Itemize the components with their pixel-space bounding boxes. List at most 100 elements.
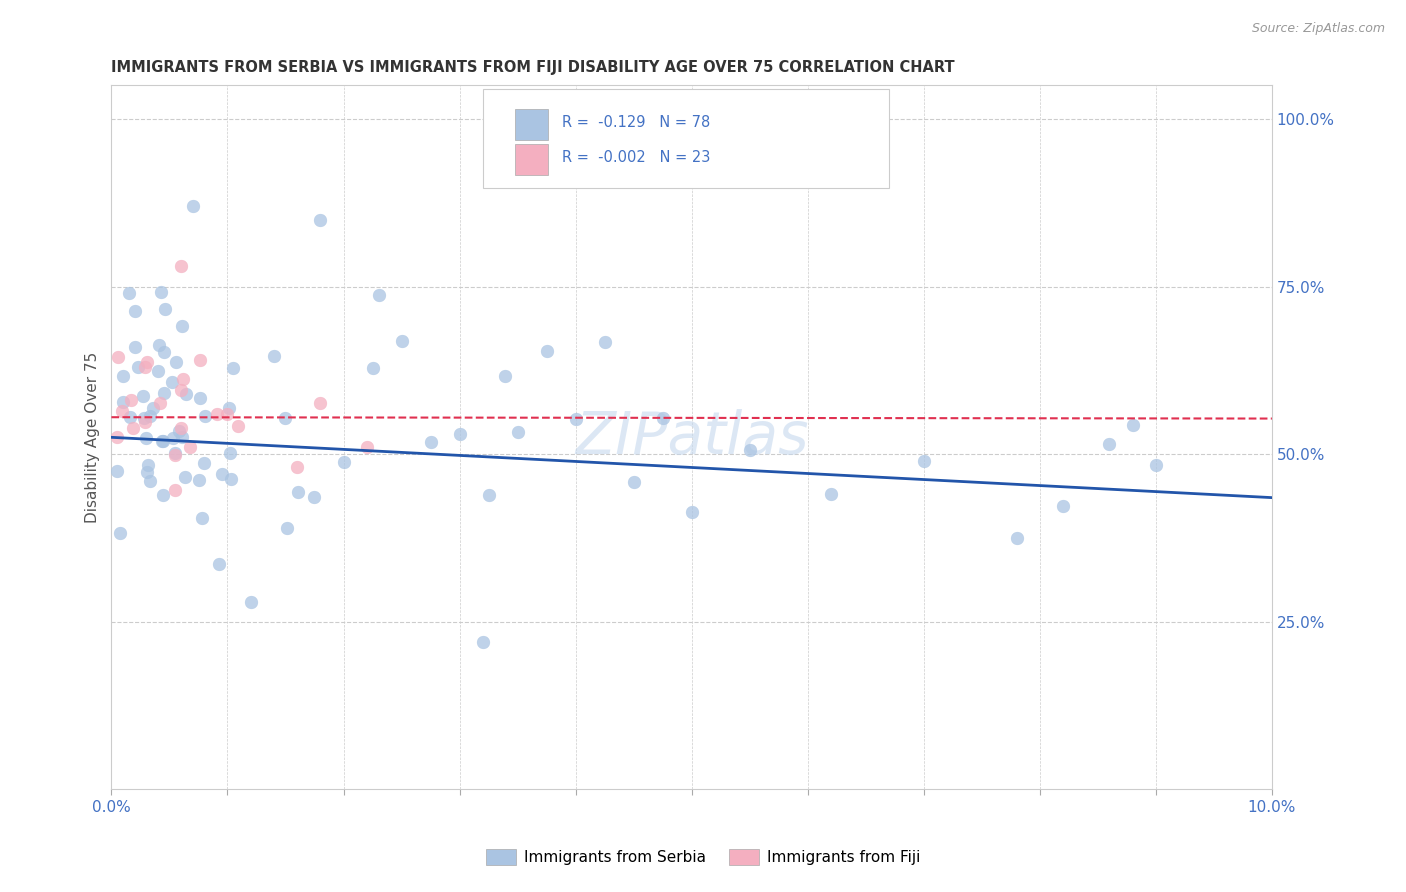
Legend: Immigrants from Serbia, Immigrants from Fiji: Immigrants from Serbia, Immigrants from … bbox=[479, 843, 927, 871]
Point bbox=[110, 526, 132, 541]
Point bbox=[120, 393, 142, 408]
Point bbox=[134, 415, 156, 429]
Point bbox=[149, 396, 172, 410]
Point bbox=[309, 396, 332, 410]
Point bbox=[738, 442, 761, 457]
Point bbox=[170, 429, 193, 443]
FancyBboxPatch shape bbox=[482, 89, 889, 187]
Point bbox=[152, 345, 174, 359]
Point bbox=[593, 335, 616, 350]
Text: R =  -0.002   N = 23: R = -0.002 N = 23 bbox=[561, 151, 710, 165]
Point bbox=[188, 391, 211, 405]
Text: ZIPatlas: ZIPatlas bbox=[575, 409, 808, 466]
Point bbox=[471, 634, 494, 648]
Point bbox=[134, 360, 156, 375]
Point bbox=[221, 361, 243, 376]
Point bbox=[274, 411, 297, 425]
Point bbox=[169, 421, 191, 435]
Point bbox=[107, 351, 129, 365]
Point bbox=[136, 458, 159, 472]
Point bbox=[173, 470, 195, 484]
Point bbox=[188, 353, 211, 368]
Point bbox=[118, 286, 141, 301]
Point bbox=[163, 446, 186, 460]
Point bbox=[163, 448, 186, 462]
Point bbox=[219, 445, 242, 459]
Point bbox=[163, 483, 186, 497]
Point bbox=[285, 460, 308, 475]
Point bbox=[131, 389, 153, 403]
Point bbox=[304, 490, 326, 504]
Point bbox=[191, 511, 214, 525]
Point bbox=[148, 338, 170, 352]
Point bbox=[179, 440, 201, 454]
Point bbox=[127, 360, 149, 375]
Point bbox=[361, 360, 384, 375]
Point bbox=[120, 410, 142, 425]
Point bbox=[1144, 458, 1167, 472]
Point bbox=[170, 383, 193, 397]
Point bbox=[218, 401, 240, 416]
Point bbox=[124, 340, 146, 354]
Point bbox=[207, 557, 229, 571]
Point bbox=[162, 375, 184, 389]
Point bbox=[228, 419, 250, 434]
Point bbox=[477, 487, 499, 501]
Point bbox=[121, 421, 143, 435]
Point bbox=[153, 385, 176, 400]
Point bbox=[217, 407, 239, 421]
Point bbox=[239, 594, 262, 608]
Point bbox=[820, 486, 842, 500]
Point bbox=[142, 401, 165, 415]
Point bbox=[165, 355, 187, 369]
Point bbox=[152, 434, 174, 448]
FancyBboxPatch shape bbox=[515, 110, 548, 140]
Point bbox=[536, 344, 558, 359]
Point bbox=[169, 424, 191, 438]
Point bbox=[174, 387, 197, 401]
Point bbox=[135, 465, 157, 479]
Text: Source: ZipAtlas.com: Source: ZipAtlas.com bbox=[1251, 22, 1385, 36]
Point bbox=[1052, 499, 1074, 513]
Point bbox=[219, 472, 242, 486]
Point bbox=[162, 431, 184, 445]
Point bbox=[193, 456, 215, 470]
Point bbox=[111, 404, 134, 418]
Point bbox=[912, 454, 935, 468]
Point bbox=[449, 426, 471, 441]
Point bbox=[419, 434, 441, 449]
Point bbox=[172, 372, 194, 386]
Point bbox=[150, 285, 173, 299]
Point bbox=[139, 475, 162, 489]
Point bbox=[146, 364, 169, 378]
Point bbox=[135, 354, 157, 368]
Point bbox=[132, 410, 155, 425]
Point bbox=[124, 303, 146, 318]
Point bbox=[1098, 437, 1121, 451]
Point bbox=[152, 488, 174, 502]
Point bbox=[188, 474, 211, 488]
Text: R =  -0.129   N = 78: R = -0.129 N = 78 bbox=[561, 115, 710, 130]
Point bbox=[564, 412, 586, 426]
Point bbox=[356, 440, 378, 454]
Point bbox=[494, 368, 516, 383]
Text: IMMIGRANTS FROM SERBIA VS IMMIGRANTS FROM FIJI DISABILITY AGE OVER 75 CORRELATIO: IMMIGRANTS FROM SERBIA VS IMMIGRANTS FRO… bbox=[111, 60, 955, 75]
Point bbox=[309, 212, 332, 227]
Point bbox=[152, 434, 174, 449]
Point bbox=[111, 369, 134, 384]
Point bbox=[651, 410, 673, 425]
Point bbox=[135, 431, 157, 445]
Point bbox=[1005, 531, 1028, 545]
Point bbox=[105, 464, 128, 478]
Point bbox=[368, 288, 391, 302]
Point bbox=[287, 484, 309, 499]
Point bbox=[506, 425, 529, 440]
Point bbox=[105, 430, 128, 444]
Point bbox=[194, 409, 217, 423]
Point bbox=[112, 394, 135, 409]
Point bbox=[170, 318, 193, 333]
Point bbox=[276, 521, 298, 535]
Point bbox=[207, 407, 229, 421]
Point bbox=[263, 350, 285, 364]
Point bbox=[153, 301, 176, 316]
